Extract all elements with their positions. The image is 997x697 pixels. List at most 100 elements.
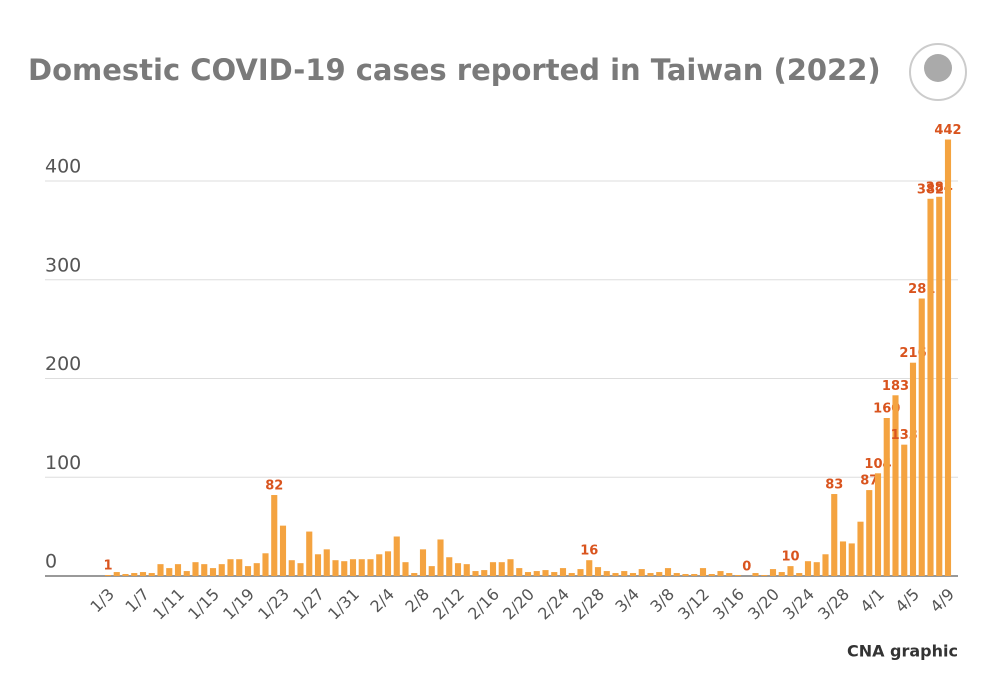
bar — [323, 549, 330, 576]
data-label: 87 — [860, 474, 878, 489]
bar — [866, 490, 873, 576]
bar — [236, 559, 243, 576]
bar — [542, 570, 549, 576]
bar — [349, 559, 357, 576]
data-label: 0 — [742, 560, 751, 575]
bar — [489, 562, 497, 576]
x-tick-label: 2/16 — [464, 585, 503, 624]
x-tick-label: 3/24 — [779, 585, 818, 624]
bar — [446, 557, 453, 576]
bar — [656, 572, 663, 576]
bar — [157, 564, 164, 576]
bar — [726, 573, 733, 576]
x-tick-label: 2/20 — [499, 585, 538, 624]
bar — [209, 568, 217, 576]
bar — [104, 575, 112, 576]
bar — [288, 560, 295, 576]
bar — [559, 568, 567, 576]
y-tick-label: 200 — [45, 353, 81, 375]
x-tick-label: 1/27 — [289, 585, 328, 624]
bar — [577, 569, 584, 576]
x-tick-label: 1/11 — [149, 585, 188, 624]
bar — [437, 539, 444, 576]
bar — [612, 573, 619, 576]
bar — [691, 574, 698, 576]
bar — [454, 563, 462, 576]
bar — [166, 568, 173, 576]
x-tick-label: 1/15 — [184, 585, 223, 624]
bar — [883, 418, 890, 576]
bar — [227, 559, 234, 576]
bar — [183, 571, 190, 576]
bar — [279, 525, 287, 576]
x-tick-label: 3/12 — [674, 585, 713, 624]
bar — [122, 574, 129, 576]
bar — [419, 549, 427, 576]
bar — [376, 554, 383, 576]
bar — [638, 569, 645, 576]
bar — [936, 196, 943, 577]
bar — [358, 559, 365, 576]
bar — [664, 568, 672, 576]
bar — [586, 560, 593, 576]
bar — [752, 573, 759, 576]
bar — [131, 573, 138, 576]
x-tick-label: 1/19 — [219, 585, 258, 624]
bar — [647, 573, 654, 576]
bar — [804, 561, 812, 576]
x-tick-label: 4/1 — [856, 585, 888, 617]
x-tick-label: 4/9 — [926, 585, 958, 617]
bar — [927, 198, 934, 576]
bar — [384, 551, 392, 576]
x-tick-label: 1/7 — [121, 585, 153, 617]
bar — [629, 573, 637, 576]
x-tick-label: 2/4 — [366, 585, 398, 617]
bar — [874, 473, 882, 576]
bar — [402, 562, 409, 576]
bar — [428, 566, 435, 576]
bar — [769, 569, 777, 576]
bar — [857, 521, 864, 576]
bar — [139, 572, 147, 576]
bar — [341, 561, 348, 576]
x-tick-label: 1/31 — [324, 585, 363, 624]
bar — [244, 566, 252, 576]
bar — [148, 573, 155, 576]
bar — [314, 554, 322, 576]
bar — [524, 572, 532, 576]
bar — [822, 554, 829, 576]
bar — [909, 362, 917, 576]
chart-title: Domestic COVID-19 cases reported in Taiw… — [28, 53, 881, 87]
bar — [551, 572, 558, 576]
bar — [201, 564, 208, 576]
bar — [778, 572, 785, 576]
data-label: 10 — [781, 550, 799, 565]
data-label: 82 — [265, 479, 283, 494]
bar — [516, 568, 523, 576]
bar — [306, 531, 313, 576]
bar — [411, 573, 418, 576]
bar — [901, 444, 908, 576]
bar — [498, 562, 505, 576]
x-tick-label: 2/28 — [569, 585, 608, 624]
data-label: 442 — [934, 123, 961, 138]
bar — [481, 570, 488, 576]
x-tick-label: 1/23 — [254, 585, 293, 624]
bar — [393, 536, 400, 576]
x-tick-label: 2/12 — [429, 585, 468, 624]
bar — [271, 495, 278, 576]
bar — [831, 494, 838, 576]
bar — [673, 573, 680, 576]
y-tick-label: 300 — [45, 254, 81, 276]
x-tick-label: 3/20 — [744, 585, 783, 624]
y-tick-label: 0 — [45, 551, 57, 573]
bar — [839, 541, 847, 576]
bar — [892, 395, 899, 576]
bar — [699, 568, 707, 576]
bar — [918, 298, 925, 576]
bar — [253, 563, 260, 576]
bar — [787, 566, 794, 576]
bar — [708, 574, 715, 576]
bar — [621, 571, 628, 576]
